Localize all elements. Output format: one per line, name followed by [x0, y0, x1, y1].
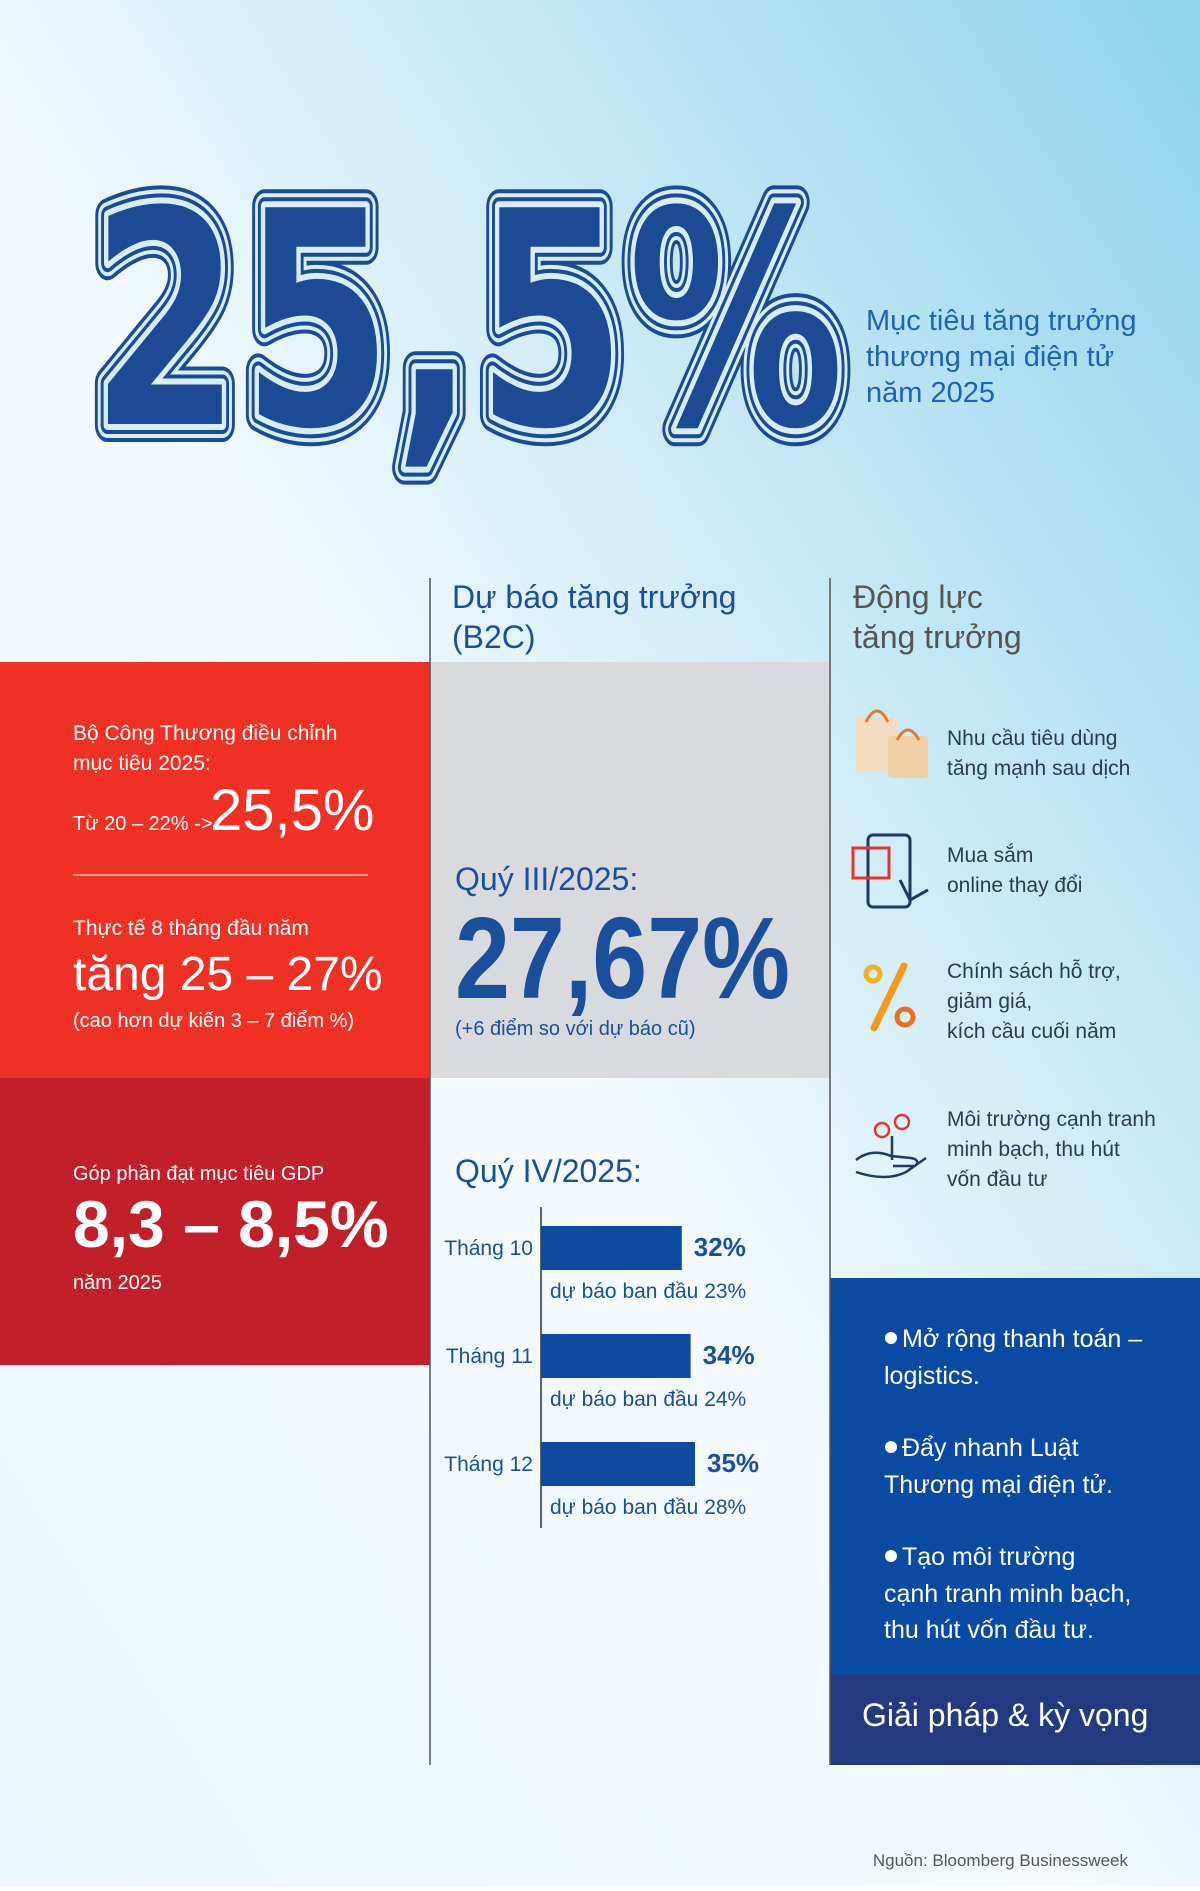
bar: [541, 1334, 691, 1378]
caption-line: Mục tiêu tăng trưởng: [866, 305, 1137, 337]
driver-line: online thay đổi: [947, 874, 1082, 897]
driver-line: minh bạch, thu hút: [947, 1138, 1120, 1161]
icon-bags: [856, 709, 928, 778]
left-column: Bộ Công Thương điều chỉnh mục tiêu 2025:…: [73, 722, 389, 1294]
annotation: dự báo ban đầu 28%: [550, 1496, 746, 1519]
q3-value: 27,67%: [455, 893, 790, 1023]
annotation: dự báo ban đầu 23%: [550, 1280, 746, 1303]
gdp-value: 8,3 – 8,5%: [73, 1187, 389, 1261]
text-line: Góp phần đạt mục tiêu GDP: [73, 1163, 324, 1185]
text-line: Thực tế 8 tháng đầu năm: [73, 917, 309, 940]
annotation: dự báo ban đầu 24%: [550, 1388, 746, 1411]
value-label: 35%: [707, 1448, 759, 1478]
note: (cao hơn dự kiến 3 – 7 điểm %): [73, 1010, 354, 1032]
heading: (B2C): [452, 619, 536, 655]
heading: Dự báo tăng trưởng: [452, 579, 736, 615]
solutions-title: Giải pháp & kỳ vọng: [862, 1697, 1148, 1733]
category-label: Tháng 11: [446, 1345, 533, 1368]
caption-line: thương mại điện tử: [866, 341, 1114, 373]
to-value: 25,5%: [210, 778, 374, 843]
solution-line: logistics.: [884, 1362, 980, 1390]
blue-block: [830, 1278, 1200, 1675]
solution-line: Thương mại điện tử.: [884, 1471, 1113, 1499]
bullet: [885, 1332, 897, 1344]
bullet: [885, 1550, 897, 1562]
icon-hand: [855, 1113, 927, 1179]
category-label: Tháng 12: [444, 1453, 533, 1476]
headline-text: 25,5%: [90, 147, 845, 496]
driver-line: Nhu cầu tiêu dùng: [947, 727, 1117, 750]
from-text: Từ 20 – 22% ->: [73, 813, 213, 835]
caption-line: năm 2025: [866, 377, 995, 409]
icon-percent: [863, 962, 916, 1032]
value-label: 34%: [703, 1340, 755, 1370]
solution-line: cạnh tranh minh bạch,: [884, 1580, 1131, 1608]
category-label: Tháng 10: [444, 1237, 533, 1260]
headline-layer: 25,5%: [90, 147, 845, 496]
drivers: Nhu cầu tiêu dùng tăng mạnh sau dịch Mua…: [947, 727, 1156, 1191]
solutions: Mở rộng thanh toán – logistics. Đẩy nhan…: [862, 1325, 1148, 1733]
headline-layer: 25,5%: [90, 147, 845, 496]
text-line: mục tiêu 2025:: [73, 752, 211, 775]
q3-note: (+6 điểm so với dự báo cũ): [455, 1018, 696, 1040]
text-line: Bộ Công Thương điều chỉnh: [73, 722, 337, 745]
value-label: 32%: [694, 1232, 746, 1262]
dark-red-block: [0, 1078, 430, 1365]
bar: [541, 1442, 695, 1486]
driver-line: kích cầu cuối năm: [947, 1020, 1116, 1043]
right-column: Động lực tăng trưởng Nhu cầu tiêu dùng t…: [851, 579, 1156, 1733]
solution-line: Đẩy nhanh Luật: [902, 1434, 1079, 1462]
headline-number: 25,5% 25,5% 25,5% 25,5% 25,5%: [73, 130, 862, 513]
heading: tăng trưởng: [853, 619, 1022, 655]
text-line: năm 2025: [73, 1272, 162, 1294]
chart-title: Quý IV/2025:: [455, 1153, 642, 1189]
headline-caption: Mục tiêu tăng trưởng thương mại điện tử …: [866, 305, 1137, 409]
driver-line: Mua sắm: [947, 844, 1033, 867]
headline-layer: 25,5%: [90, 147, 845, 496]
heading: Động lực: [853, 579, 983, 615]
q3-label: Quý III/2025:: [455, 861, 638, 897]
solution-line: Mở rộng thanh toán –: [902, 1325, 1142, 1353]
actual-value: tăng 25 – 27%: [73, 948, 383, 1001]
headline-layer: 25,5%: [90, 147, 845, 496]
solution-line: thu hút vốn đầu tư.: [884, 1616, 1094, 1644]
bullet: [885, 1441, 897, 1453]
driver-line: giảm giá,: [947, 990, 1032, 1013]
bar: [541, 1226, 682, 1270]
middle-column: Dự báo tăng trưởng (B2C) Quý III/2025: 2…: [452, 579, 790, 1528]
driver-line: Chính sách hỗ trợ,: [947, 960, 1121, 983]
driver-line: vốn đầu tư: [947, 1168, 1047, 1191]
driver-line: Môi trường cạnh tranh: [947, 1108, 1156, 1131]
red-block: [0, 662, 430, 1078]
solutions-title-block: [830, 1675, 1200, 1765]
solution-line: Tạo môi trường: [902, 1543, 1075, 1571]
source: Nguồn: Bloomberg Businessweek: [873, 1851, 1129, 1870]
driver-line: tăng mạnh sau dịch: [947, 757, 1130, 780]
gray-block: [430, 662, 830, 1078]
icon-phone: [851, 833, 929, 909]
